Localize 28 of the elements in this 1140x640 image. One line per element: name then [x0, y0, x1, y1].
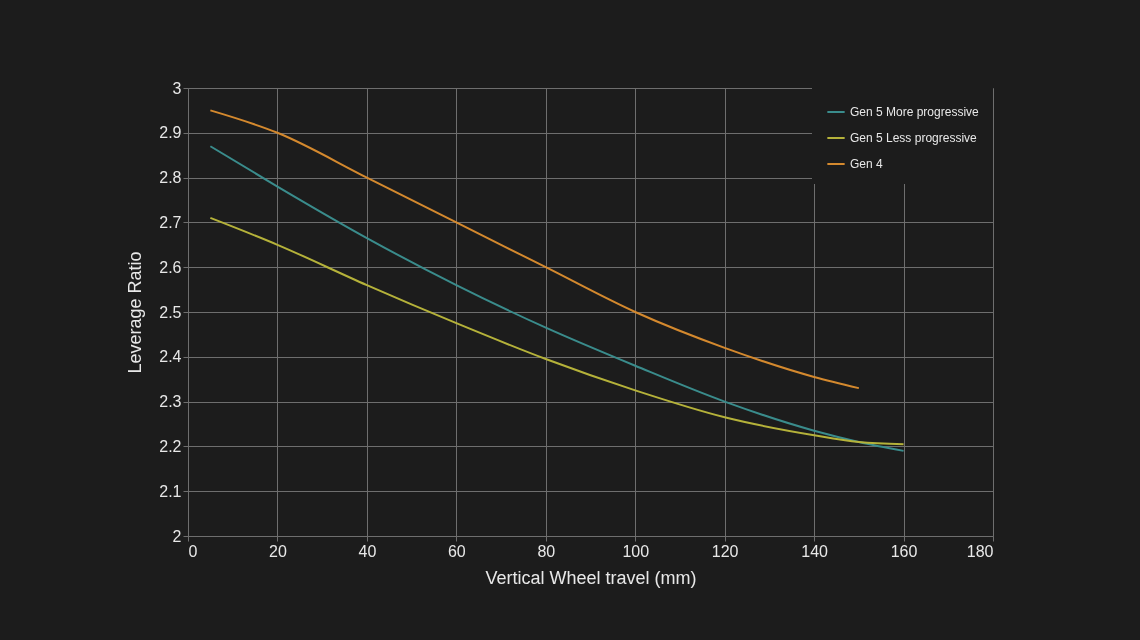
line-series [209, 216, 905, 446]
y-tick-label: 2.1 [159, 482, 182, 500]
y-tick-label: 2.9 [159, 124, 182, 142]
legend-label: Gen 5 More progressive [850, 105, 980, 119]
y-axis-title: Leverage Ratio [125, 251, 146, 374]
y-tick-label: 2 [172, 527, 182, 545]
x-axis-title: Vertical Wheel travel (mm) [485, 567, 697, 588]
x-tick-label: 0 [188, 542, 198, 560]
y-tick-label: 2.5 [159, 303, 182, 321]
line-series [209, 145, 905, 452]
x-tick-label: 60 [447, 542, 466, 560]
x-tick-label: 80 [537, 542, 556, 560]
x-tick-label: 40 [358, 542, 377, 560]
y-tick-label: 2.2 [159, 437, 182, 455]
y-tick-label: 2.7 [159, 213, 182, 231]
legend-label: Gen 4 [850, 157, 884, 171]
x-tick-label: 160 [890, 542, 918, 560]
legend-label: Gen 5 Less progressive [850, 131, 978, 145]
y-tick-label: 2.4 [159, 348, 182, 366]
y-tick-label: 3 [172, 79, 182, 97]
x-tick-label: 140 [801, 542, 829, 560]
x-tick-label: 20 [269, 542, 287, 560]
y-tick-label: 2.6 [159, 258, 182, 276]
y-tick-label: 2.3 [159, 393, 182, 411]
x-tick-label: 180 [966, 542, 994, 560]
x-tick-label: 120 [711, 542, 739, 560]
y-tick-label: 2.8 [159, 169, 182, 187]
x-tick-label: 100 [622, 542, 650, 560]
